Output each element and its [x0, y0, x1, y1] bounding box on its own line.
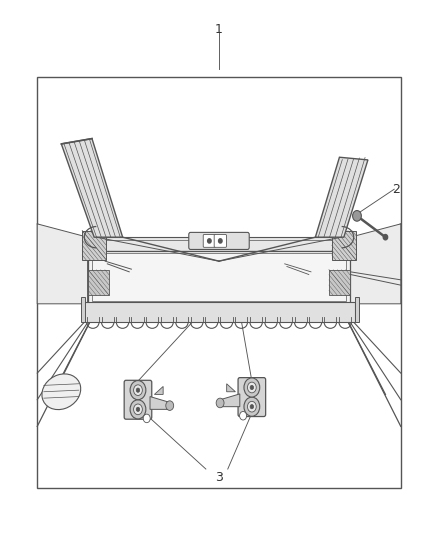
Polygon shape [350, 224, 401, 304]
Bar [92, 253, 346, 301]
Bar [82, 230, 106, 260]
Bar [83, 237, 355, 251]
FancyBboxPatch shape [238, 377, 265, 417]
Text: 4: 4 [226, 281, 234, 294]
Polygon shape [150, 397, 170, 409]
Circle shape [216, 398, 224, 408]
FancyBboxPatch shape [214, 235, 226, 247]
Circle shape [130, 381, 146, 400]
Circle shape [134, 385, 142, 395]
Bar [329, 270, 350, 295]
Bar [332, 230, 356, 260]
Circle shape [250, 385, 254, 390]
Circle shape [143, 414, 150, 423]
Bar [88, 251, 350, 304]
Bar [83, 302, 355, 322]
Circle shape [383, 235, 388, 240]
Circle shape [219, 239, 222, 243]
Circle shape [134, 404, 142, 415]
Text: 1: 1 [215, 23, 223, 36]
Polygon shape [61, 139, 123, 237]
Circle shape [136, 407, 140, 411]
Polygon shape [227, 384, 236, 392]
Circle shape [130, 400, 146, 419]
Circle shape [250, 405, 254, 409]
FancyBboxPatch shape [203, 235, 215, 247]
Circle shape [136, 388, 140, 392]
Circle shape [244, 397, 260, 416]
Circle shape [208, 239, 211, 243]
Circle shape [244, 378, 260, 397]
Ellipse shape [42, 374, 81, 409]
Circle shape [166, 401, 173, 410]
Text: 2: 2 [392, 183, 400, 196]
Bar [37, 77, 401, 488]
Circle shape [353, 211, 361, 221]
Bar [355, 297, 359, 322]
Circle shape [247, 401, 256, 412]
FancyBboxPatch shape [124, 381, 152, 419]
Polygon shape [154, 386, 163, 394]
Text: 3: 3 [215, 471, 223, 483]
Polygon shape [315, 157, 368, 237]
FancyBboxPatch shape [189, 232, 249, 249]
Bar [81, 297, 85, 322]
Polygon shape [37, 224, 88, 304]
Circle shape [240, 411, 247, 420]
Polygon shape [220, 394, 240, 407]
Bar [88, 270, 109, 295]
Circle shape [247, 382, 256, 393]
